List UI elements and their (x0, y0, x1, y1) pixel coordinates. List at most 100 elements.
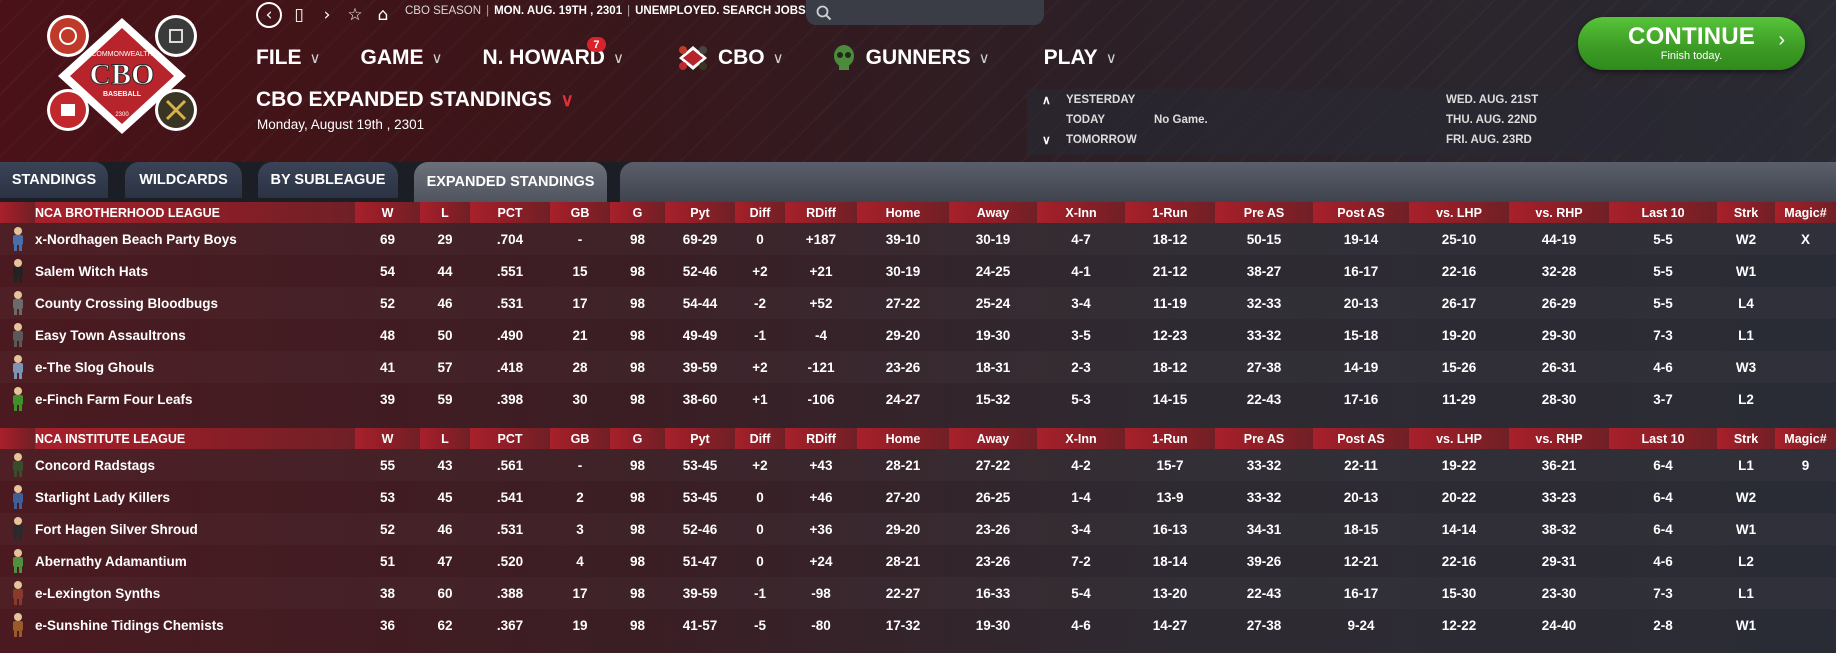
team-name-link[interactable]: Fort Hagen Silver Shroud (35, 513, 355, 545)
table-row[interactable]: e-The Slog Ghouls 41 57.418 28 98 39-59 +2 -121… (0, 351, 1836, 383)
search-input[interactable] (840, 5, 1030, 20)
menu-team[interactable]: GUNNERS ∨ (832, 44, 990, 72)
upcoming-day[interactable]: THU. AUG. 22ND (1446, 114, 1537, 126)
column-header[interactable]: Last 10 (1609, 202, 1717, 223)
column-header[interactable]: L (420, 202, 470, 223)
tomorrow-label[interactable]: TOMORROW (1066, 134, 1137, 146)
cell-preas: 32-33 (1215, 287, 1313, 319)
upcoming-day[interactable]: FRI. AUG. 23RD (1446, 134, 1532, 146)
table-row[interactable]: x-Nordhagen Beach Party Boys 69 29.704-98 6… (0, 223, 1836, 255)
column-header[interactable]: vs. LHP (1409, 202, 1509, 223)
league-name[interactable]: NCA BROTHERHOOD LEAGUE (35, 202, 355, 223)
upcoming-day[interactable]: WED. AUG. 21ST (1446, 94, 1539, 106)
season-label[interactable]: CBO SEASON (405, 5, 482, 17)
table-row[interactable]: e-Lexington Synths 38 60.388 17 98 39-59 -1 -98… (0, 577, 1836, 609)
column-header[interactable]: W (355, 428, 420, 449)
column-header[interactable]: X-Inn (1037, 428, 1125, 449)
column-header[interactable]: Home (857, 202, 949, 223)
tab-expanded-standings[interactable]: EXPANDED STANDINGS (414, 162, 607, 202)
search-box[interactable] (806, 0, 1044, 25)
column-header[interactable]: Magic# (1775, 202, 1836, 223)
forward-icon[interactable]: › (323, 5, 331, 25)
column-header[interactable]: Strk (1717, 428, 1775, 449)
column-header[interactable]: RDiff (785, 202, 857, 223)
cell-l: 57 (420, 351, 470, 383)
table-row[interactable]: Easy Town Assaultrons 48 50 .490 21 98 49-49 -1… (0, 319, 1836, 351)
menu-cbo[interactable]: CBO ∨ (678, 45, 784, 71)
column-header[interactable]: Pre AS (1215, 202, 1313, 223)
menu-manager[interactable]: N. HOWARD ∨ 7 (482, 37, 624, 70)
column-header[interactable]: G (610, 202, 665, 223)
league-name[interactable]: NCA INSTITUTE LEAGUE (35, 428, 355, 449)
team-name-link[interactable]: x-Nordhagen Beach Party Boys (35, 223, 355, 255)
table-row[interactable]: Abernathy Adamantium 51 47 .520 4 98 51-47 0 +24… (0, 545, 1836, 577)
cell-postas: 22-11 (1313, 449, 1409, 481)
team-name-link[interactable]: County Crossing Bloodbugs (35, 287, 355, 319)
yesterday-label[interactable]: YESTERDAY (1066, 94, 1136, 106)
team-name-link[interactable]: e-Lexington Synths (35, 577, 355, 609)
table-row[interactable]: Starlight Lady Killers 53 45 .541 2 98 53-45 0 +… (0, 481, 1836, 513)
column-header[interactable]: Diff (735, 428, 785, 449)
continue-button[interactable]: CONTINUE Finish today. › (1578, 17, 1805, 70)
menu-file[interactable]: FILE ∨ (256, 46, 320, 70)
menu-play[interactable]: PLAY ∨ (1044, 46, 1117, 70)
team-icon-cell (0, 481, 35, 513)
column-header[interactable]: Post AS (1313, 428, 1409, 449)
cell-pct: .561 (470, 449, 550, 481)
column-header[interactable]: Pre AS (1215, 428, 1313, 449)
team-name-link[interactable]: Easy Town Assaultrons (35, 327, 186, 343)
tab-by-subleague[interactable]: BY SUBLEAGUE (258, 162, 398, 198)
column-header[interactable]: Away (949, 428, 1037, 449)
back-icon[interactable]: ‹ (256, 2, 282, 28)
column-header[interactable]: Strk (1717, 202, 1775, 223)
tab-wildcards[interactable]: WILDCARDS (125, 162, 242, 198)
table-row[interactable]: County Crossing Bloodbugs 52 46.531 17 98 54-… (0, 287, 1836, 319)
chevron-down-icon[interactable]: ∨ (1042, 133, 1051, 147)
chevron-up-icon[interactable]: ∧ (1042, 93, 1051, 107)
team-name-link[interactable]: Abernathy Adamantium (35, 553, 187, 569)
column-header[interactable]: Away (949, 202, 1037, 223)
page-title[interactable]: CBO EXPANDED STANDINGS ∨ (256, 88, 574, 112)
table-row[interactable]: Concord Radstags 55 43.561-98 53-45 +2 +43 28-… (0, 449, 1836, 481)
column-header[interactable]: GB (550, 428, 610, 449)
column-header[interactable]: PCT (470, 202, 550, 223)
column-header[interactable]: Post AS (1313, 202, 1409, 223)
column-header[interactable]: 1-Run (1125, 202, 1215, 223)
column-header[interactable]: L (420, 428, 470, 449)
table-row[interactable]: Salem Witch Hats 54 44 .551 15 98 52-46 +2 +21 30… (0, 255, 1836, 287)
team-name-link[interactable]: Concord Radstags (35, 449, 355, 481)
table-row[interactable]: e-Sunshine Tidings Chemists 36 62 .367 19 98 4… (0, 609, 1836, 641)
table-row[interactable]: Fort Hagen Silver Shroud 52 46.531 3 98 52-46… (0, 513, 1836, 545)
column-header[interactable]: Pyt (665, 202, 735, 223)
menu-game[interactable]: GAME ∨ (360, 46, 442, 70)
column-header[interactable]: W (355, 202, 420, 223)
team-name-link[interactable]: e-Sunshine Tidings Chemists (35, 617, 224, 633)
column-header[interactable]: RDiff (785, 428, 857, 449)
column-header[interactable]: 1-Run (1125, 428, 1215, 449)
job-status-link[interactable]: UNEMPLOYED. SEARCH JOBS... (635, 5, 816, 17)
column-header[interactable]: vs. RHP (1509, 428, 1609, 449)
page-icon[interactable]: ▯ (294, 5, 304, 25)
tab-standings[interactable]: STANDINGS (0, 162, 108, 198)
team-name-link[interactable]: Salem Witch Hats (35, 263, 149, 279)
team-name-link[interactable]: e-The Slog Ghouls (35, 351, 355, 383)
column-header[interactable]: Last 10 (1609, 428, 1717, 449)
column-header[interactable]: PCT (470, 428, 550, 449)
column-header[interactable]: vs. LHP (1409, 428, 1509, 449)
column-header[interactable]: G (610, 428, 665, 449)
team-name-link[interactable]: Starlight Lady Killers (35, 489, 171, 505)
column-header[interactable]: Magic# (1775, 428, 1836, 449)
home-icon[interactable]: ⌂ (377, 5, 389, 25)
column-header[interactable]: vs. RHP (1509, 202, 1609, 223)
column-header[interactable]: Diff (735, 202, 785, 223)
team-name-link[interactable]: e-Finch Farm Four Leafs (35, 391, 193, 407)
cell-gb: - (550, 449, 610, 481)
cell-home: 30-19 (885, 263, 921, 279)
table-row[interactable]: e-Finch Farm Four Leafs 39 59 .398 30 98 38-60… (0, 383, 1836, 415)
star-icon[interactable]: ☆ (347, 5, 363, 25)
column-header[interactable]: Home (857, 428, 949, 449)
column-header[interactable]: X-Inn (1037, 202, 1125, 223)
cbo-league-logo[interactable]: COMMONWEALTH CBO BASEBALL 2300 (46, 10, 198, 142)
column-header[interactable]: Pyt (665, 428, 735, 449)
column-header[interactable]: GB (550, 202, 610, 223)
